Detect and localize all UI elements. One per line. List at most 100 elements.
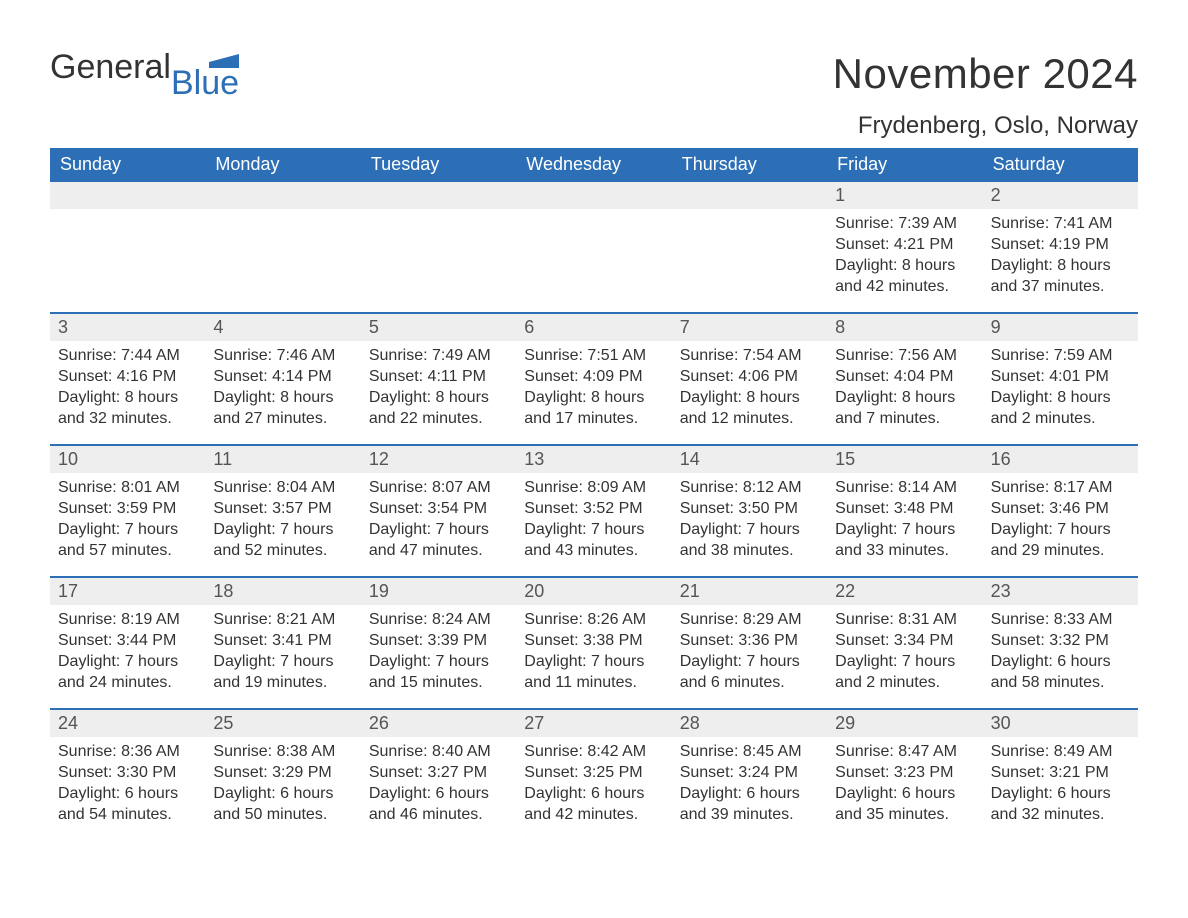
calendar-cell: 14Sunrise: 8:12 AMSunset: 3:50 PMDayligh… xyxy=(672,446,827,574)
cell-body: Sunrise: 8:12 AMSunset: 3:50 PMDaylight:… xyxy=(672,473,827,567)
daylight2-text: and 11 minutes. xyxy=(524,672,663,693)
sunrise-text: Sunrise: 7:54 AM xyxy=(680,345,819,366)
title-block: November 2024 Frydenberg, Oslo, Norway xyxy=(833,50,1138,140)
calendar-cell: 28Sunrise: 8:45 AMSunset: 3:24 PMDayligh… xyxy=(672,710,827,838)
cell-body: Sunrise: 8:36 AMSunset: 3:30 PMDaylight:… xyxy=(50,737,205,831)
daylight2-text: and 42 minutes. xyxy=(524,804,663,825)
sunset-text: Sunset: 4:01 PM xyxy=(991,366,1130,387)
calendar-cell-empty xyxy=(516,182,671,310)
calendar-cell: 5Sunrise: 7:49 AMSunset: 4:11 PMDaylight… xyxy=(361,314,516,442)
day-number: 7 xyxy=(672,314,827,341)
daylight1-text: Daylight: 8 hours xyxy=(524,387,663,408)
daylight2-text: and 19 minutes. xyxy=(213,672,352,693)
day-number: 25 xyxy=(205,710,360,737)
sunset-text: Sunset: 4:21 PM xyxy=(835,234,974,255)
cell-body xyxy=(205,209,360,299)
daylight2-text: and 15 minutes. xyxy=(369,672,508,693)
sunset-text: Sunset: 3:29 PM xyxy=(213,762,352,783)
cell-body: Sunrise: 8:04 AMSunset: 3:57 PMDaylight:… xyxy=(205,473,360,567)
calendar-cell: 26Sunrise: 8:40 AMSunset: 3:27 PMDayligh… xyxy=(361,710,516,838)
daylight2-text: and 6 minutes. xyxy=(680,672,819,693)
sunrise-text: Sunrise: 8:45 AM xyxy=(680,741,819,762)
brand-logo: General Blue xyxy=(50,50,239,100)
day-number: 6 xyxy=(516,314,671,341)
daylight2-text: and 39 minutes. xyxy=(680,804,819,825)
day-number: 27 xyxy=(516,710,671,737)
cell-body: Sunrise: 7:44 AMSunset: 4:16 PMDaylight:… xyxy=(50,341,205,435)
calendar-cell: 21 Sunrise: 8:29 AMSunset: 3:36 PMDayligh… xyxy=(672,578,827,706)
day-number: 22 xyxy=(827,578,982,605)
sunrise-text: Sunrise: 7:59 AM xyxy=(991,345,1130,366)
sunset-text: Sunset: 3:36 PM xyxy=(680,630,819,651)
daylight1-text: Daylight: 7 hours xyxy=(213,651,352,672)
calendar-cell: 9Sunrise: 7:59 AMSunset: 4:01 PMDaylight… xyxy=(983,314,1138,442)
day-number xyxy=(50,182,205,209)
week-row: 3Sunrise: 7:44 AMSunset: 4:16 PMDaylight… xyxy=(50,312,1138,442)
cell-body: Sunrise: 8:45 AMSunset: 3:24 PMDaylight:… xyxy=(672,737,827,831)
sunset-text: Sunset: 3:34 PM xyxy=(835,630,974,651)
day-number: 5 xyxy=(361,314,516,341)
sunrise-text: Sunrise: 8:29 AM xyxy=(680,609,819,630)
sunset-text: Sunset: 3:54 PM xyxy=(369,498,508,519)
sunrise-text: Sunrise: 8:31 AM xyxy=(835,609,974,630)
daylight2-text: and 2 minutes. xyxy=(991,408,1130,429)
dayname-tuesday: Tuesday xyxy=(361,148,516,182)
daylight1-text: Daylight: 8 hours xyxy=(680,387,819,408)
calendar-cell: 23Sunrise: 8:33 AMSunset: 3:32 PMDayligh… xyxy=(983,578,1138,706)
calendar-cell: 2Sunrise: 7:41 AMSunset: 4:19 PMDaylight… xyxy=(983,182,1138,310)
daylight1-text: Daylight: 8 hours xyxy=(213,387,352,408)
cell-body xyxy=(516,209,671,299)
daylight1-text: Daylight: 6 hours xyxy=(991,651,1130,672)
sunrise-text: Sunrise: 8:49 AM xyxy=(991,741,1130,762)
sunset-text: Sunset: 3:24 PM xyxy=(680,762,819,783)
calendar-cell: 12Sunrise: 8:07 AMSunset: 3:54 PMDayligh… xyxy=(361,446,516,574)
sunrise-text: Sunrise: 7:39 AM xyxy=(835,213,974,234)
day-number xyxy=(516,182,671,209)
sunset-text: Sunset: 4:09 PM xyxy=(524,366,663,387)
sunset-text: Sunset: 3:59 PM xyxy=(58,498,197,519)
daylight1-text: Daylight: 7 hours xyxy=(58,651,197,672)
calendar-cell: 30Sunrise: 8:49 AMSunset: 3:21 PMDayligh… xyxy=(983,710,1138,838)
calendar-cell: 20Sunrise: 8:26 AMSunset: 3:38 PMDayligh… xyxy=(516,578,671,706)
daylight2-text: and 7 minutes. xyxy=(835,408,974,429)
sunrise-text: Sunrise: 8:33 AM xyxy=(991,609,1130,630)
calendar-cell-empty xyxy=(672,182,827,310)
daylight1-text: Daylight: 6 hours xyxy=(991,783,1130,804)
daylight2-text: and 27 minutes. xyxy=(213,408,352,429)
calendar-cell-empty xyxy=(361,182,516,310)
month-title: November 2024 xyxy=(833,50,1138,98)
calendar: SundayMondayTuesdayWednesdayThursdayFrid… xyxy=(50,148,1138,838)
daylight1-text: Daylight: 7 hours xyxy=(58,519,197,540)
daylight1-text: Daylight: 7 hours xyxy=(680,651,819,672)
day-number: 30 xyxy=(983,710,1138,737)
sunrise-text: Sunrise: 8:36 AM xyxy=(58,741,197,762)
day-number: 13 xyxy=(516,446,671,473)
calendar-cell: 10Sunrise: 8:01 AMSunset: 3:59 PMDayligh… xyxy=(50,446,205,574)
cell-body: Sunrise: 8:17 AMSunset: 3:46 PMDaylight:… xyxy=(983,473,1138,567)
sunrise-text: Sunrise: 8:26 AM xyxy=(524,609,663,630)
day-number: 21 xyxy=(672,578,827,605)
sunrise-text: Sunrise: 7:56 AM xyxy=(835,345,974,366)
header: General Blue November 2024 Frydenberg, O… xyxy=(50,50,1138,140)
sunrise-text: Sunrise: 8:24 AM xyxy=(369,609,508,630)
cell-body: Sunrise: 8:26 AMSunset: 3:38 PMDaylight:… xyxy=(516,605,671,699)
cell-body: Sunrise: 8:19 AMSunset: 3:44 PMDaylight:… xyxy=(50,605,205,699)
calendar-cell: 13Sunrise: 8:09 AMSunset: 3:52 PMDayligh… xyxy=(516,446,671,574)
calendar-cell: 22Sunrise: 8:31 AMSunset: 3:34 PMDayligh… xyxy=(827,578,982,706)
cell-body: Sunrise: 8:21 AMSunset: 3:41 PMDaylight:… xyxy=(205,605,360,699)
sunset-text: Sunset: 4:14 PM xyxy=(213,366,352,387)
day-number: 15 xyxy=(827,446,982,473)
daylight2-text: and 47 minutes. xyxy=(369,540,508,561)
daylight2-text: and 42 minutes. xyxy=(835,276,974,297)
sunrise-text: Sunrise: 8:47 AM xyxy=(835,741,974,762)
sunset-text: Sunset: 4:04 PM xyxy=(835,366,974,387)
daylight2-text: and 46 minutes. xyxy=(369,804,508,825)
day-number: 18 xyxy=(205,578,360,605)
daylight2-text: and 33 minutes. xyxy=(835,540,974,561)
daylight2-text: and 22 minutes. xyxy=(369,408,508,429)
cell-body xyxy=(50,209,205,299)
day-number: 14 xyxy=(672,446,827,473)
day-number: 3 xyxy=(50,314,205,341)
sunset-text: Sunset: 3:52 PM xyxy=(524,498,663,519)
day-number: 28 xyxy=(672,710,827,737)
